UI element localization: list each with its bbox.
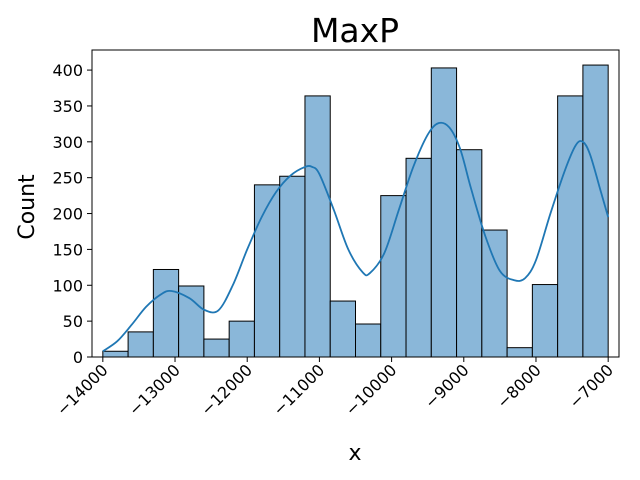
- histogram-bar: [430, 67, 458, 358]
- histogram-bar: [304, 95, 331, 358]
- histogram-bar: [102, 350, 129, 358]
- histogram-bar: [279, 175, 306, 358]
- bar-group: [102, 64, 609, 358]
- y-tick-label: 100: [52, 276, 83, 295]
- histogram-bar: [481, 229, 508, 358]
- x-tick-label: −8000: [493, 360, 545, 412]
- histogram-bar: [127, 331, 154, 358]
- histogram-bar: [152, 268, 180, 358]
- y-tick-label: 0: [73, 348, 83, 367]
- y-tick-label: 400: [52, 61, 83, 80]
- x-tick-label: −10000: [342, 360, 401, 419]
- histogram-bar: [329, 300, 357, 358]
- histogram-bar: [203, 338, 230, 358]
- kde-layer: [102, 121, 610, 353]
- tick-group: 0 50 100 150 200 250 300 350 400 −14000 −13000 −120…: [52, 61, 617, 419]
- x-tick-label: −14000: [53, 360, 112, 419]
- chart-title: MaxP: [311, 11, 399, 50]
- histogram-bar: [582, 64, 609, 358]
- x-tick-label: −9000: [421, 360, 473, 412]
- histogram-bar: [178, 285, 205, 358]
- x-tick-label: −13000: [125, 360, 184, 419]
- histogram-bar: [531, 284, 559, 358]
- y-tick-label: 50: [63, 312, 83, 331]
- histogram-bar: [355, 323, 382, 358]
- plot-frame: [91, 49, 620, 358]
- y-tick-label: 350: [52, 97, 83, 116]
- kde-line: [102, 121, 610, 353]
- x-tick-label: −7000: [565, 360, 617, 412]
- histogram-bar: [506, 347, 533, 358]
- histogram-bar: [253, 184, 281, 358]
- x-tick-label: −12000: [197, 360, 256, 419]
- x-tick-label: −11000: [269, 360, 328, 419]
- y-tick-label: 250: [52, 169, 83, 188]
- y-axis-label: Count: [15, 174, 40, 240]
- y-tick-label: 200: [52, 205, 83, 224]
- y-tick-label: 150: [52, 240, 83, 259]
- x-axis-label: x: [348, 441, 361, 466]
- histogram-bar: [228, 320, 255, 358]
- axes: [91, 49, 620, 358]
- histogram-bar: [405, 157, 432, 358]
- histogram-bar: [557, 95, 584, 358]
- histogram-bar: [380, 195, 407, 358]
- y-tick-label: 300: [52, 133, 83, 152]
